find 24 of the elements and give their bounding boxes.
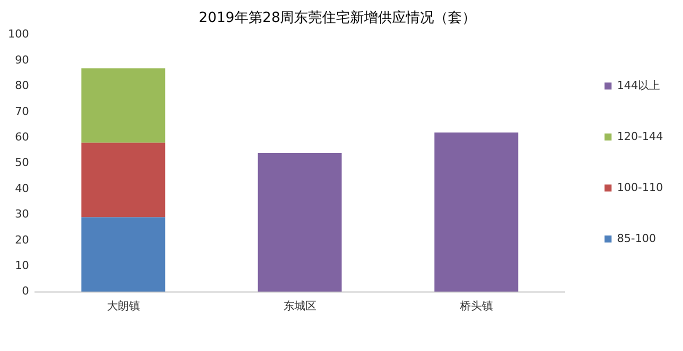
y-tick-label: 20: [14, 233, 29, 246]
chart-title: 2019年第28周东莞住宅新增供应情况（套）: [198, 10, 476, 26]
y-tick-label: 60: [14, 130, 29, 144]
bar: [81, 217, 166, 292]
x-tick-label: 东城区: [283, 299, 316, 312]
x-tick-label: 桥头镇: [458, 299, 493, 312]
legend-label: 120-144: [617, 130, 664, 143]
legend-label: 100-110: [617, 180, 664, 194]
legend-label: 144以上: [617, 78, 660, 92]
y-tick-label: 40: [14, 182, 29, 195]
y-tick-label: 0: [22, 284, 29, 298]
bar: [258, 153, 342, 292]
bar: [434, 132, 518, 292]
bar: [81, 68, 166, 143]
y-tick-label: 50: [14, 156, 29, 170]
y-tick-label: 90: [14, 53, 29, 66]
y-tick-label: 100: [8, 28, 29, 41]
bar: [81, 142, 166, 218]
y-tick-label: 80: [14, 79, 29, 92]
y-tick-label: 70: [14, 104, 29, 118]
y-tick-label: 10: [14, 258, 29, 272]
x-tick-label: 大朗镇: [106, 299, 140, 312]
legend-label: 85-100: [617, 232, 656, 245]
y-tick-label: 30: [14, 208, 29, 221]
